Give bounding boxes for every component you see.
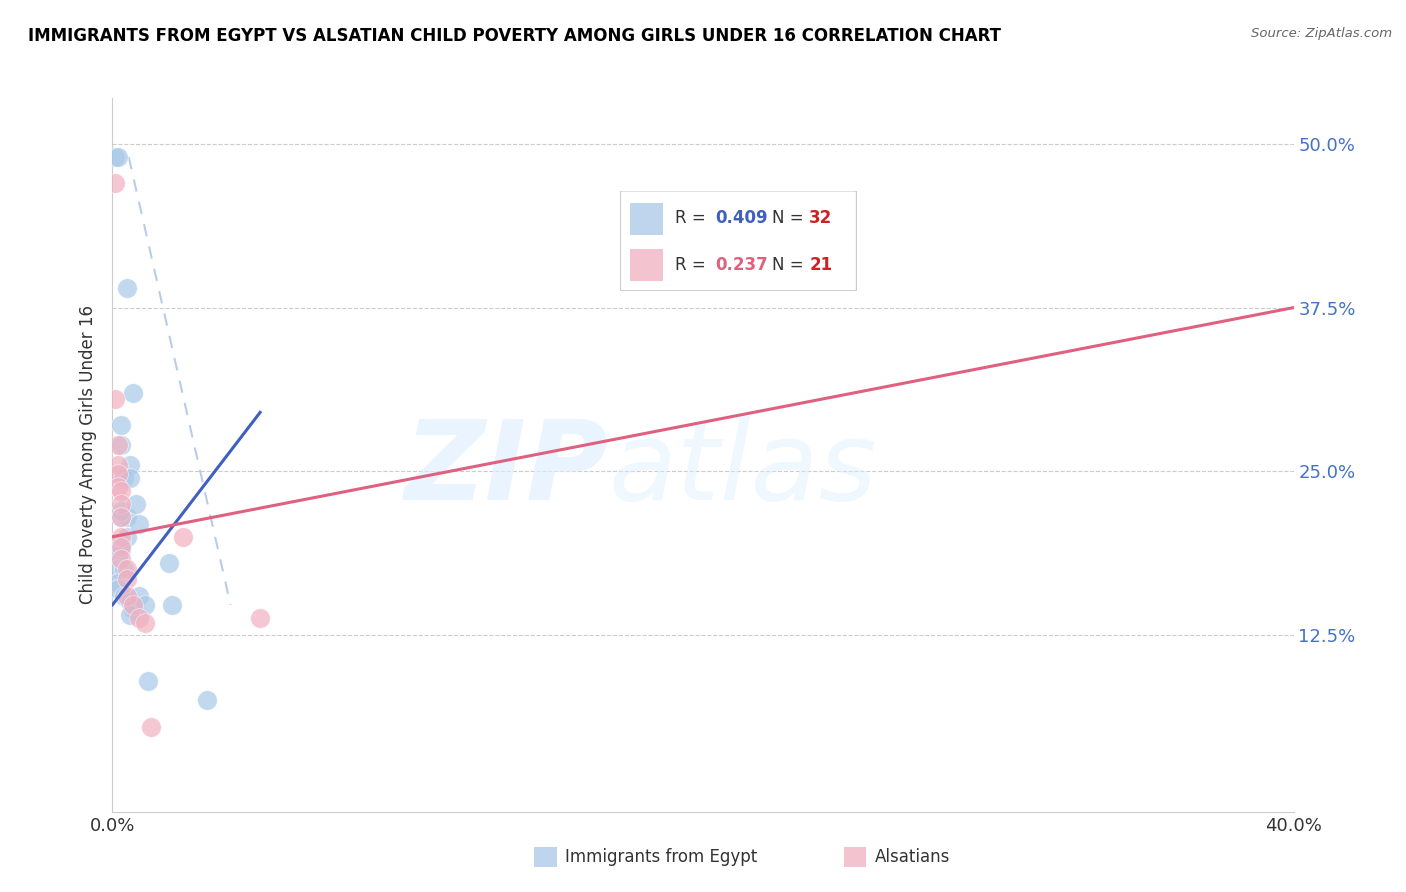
Point <box>120 608 142 623</box>
Text: 32: 32 <box>810 210 832 227</box>
Point <box>172 530 194 544</box>
Point <box>117 589 138 603</box>
Text: N =: N = <box>772 256 803 274</box>
Text: N =: N = <box>772 210 803 227</box>
Point <box>117 530 138 544</box>
Point <box>104 150 127 164</box>
Point <box>107 480 129 494</box>
Text: ZIP: ZIP <box>405 416 609 523</box>
Point <box>110 530 132 544</box>
Point <box>128 611 150 625</box>
Y-axis label: Child Poverty Among Girls Under 16: Child Poverty Among Girls Under 16 <box>79 305 97 605</box>
Point <box>112 562 135 576</box>
Point <box>110 503 132 517</box>
Point <box>120 458 142 472</box>
Point <box>195 693 218 707</box>
Point <box>128 589 150 603</box>
Point <box>120 471 142 485</box>
Point <box>160 598 183 612</box>
Text: 0.237: 0.237 <box>714 256 768 274</box>
Point <box>117 572 138 586</box>
Point <box>139 720 162 734</box>
Text: atlas: atlas <box>609 416 877 523</box>
Point <box>120 595 142 609</box>
Point <box>128 516 150 531</box>
Point <box>107 467 129 481</box>
Text: Immigrants from Egypt: Immigrants from Egypt <box>565 848 758 866</box>
Point <box>136 673 159 688</box>
Point <box>110 483 132 498</box>
Point <box>122 598 145 612</box>
Point <box>110 542 132 557</box>
Text: R =: R = <box>675 210 706 227</box>
Text: IMMIGRANTS FROM EGYPT VS ALSATIAN CHILD POVERTY AMONG GIRLS UNDER 16 CORRELATION: IMMIGRANTS FROM EGYPT VS ALSATIAN CHILD … <box>28 27 1001 45</box>
Text: R =: R = <box>675 256 706 274</box>
Point <box>110 438 132 452</box>
Point <box>157 556 180 570</box>
Point <box>134 616 156 631</box>
Point <box>110 510 132 524</box>
Point <box>110 540 132 554</box>
Point <box>107 549 129 564</box>
Point <box>249 611 271 625</box>
Point <box>117 281 138 295</box>
Text: 0.409: 0.409 <box>714 210 768 227</box>
Point <box>107 575 129 590</box>
Point <box>107 150 129 164</box>
Text: Alsatians: Alsatians <box>875 848 950 866</box>
Point <box>112 589 135 603</box>
Point <box>134 598 156 612</box>
FancyBboxPatch shape <box>620 191 856 291</box>
Point <box>117 562 138 576</box>
Text: 21: 21 <box>810 256 832 274</box>
Bar <box>630 249 662 281</box>
Bar <box>630 202 662 235</box>
Point <box>107 582 129 596</box>
Point <box>107 438 129 452</box>
Point <box>104 392 127 407</box>
Point <box>122 385 145 400</box>
Point <box>117 510 138 524</box>
Point <box>110 536 132 550</box>
Point <box>110 552 132 566</box>
Point <box>107 458 129 472</box>
Point <box>125 497 148 511</box>
Point <box>110 510 132 524</box>
Text: Source: ZipAtlas.com: Source: ZipAtlas.com <box>1251 27 1392 40</box>
Point <box>104 176 127 190</box>
Point <box>110 497 132 511</box>
Point <box>112 471 135 485</box>
Point <box>122 601 145 615</box>
Point <box>107 562 129 576</box>
Point <box>110 418 132 433</box>
